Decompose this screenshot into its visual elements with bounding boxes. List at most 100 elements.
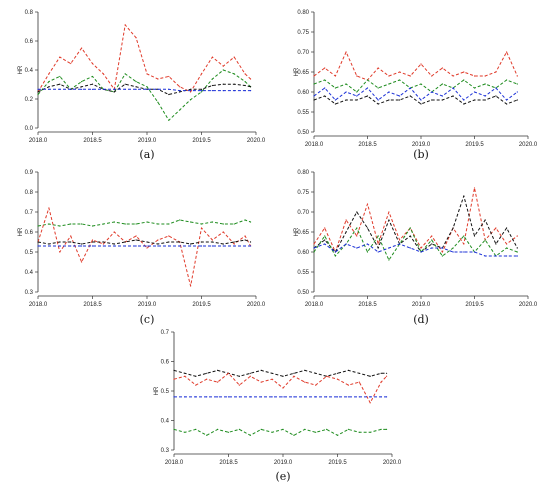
data-point <box>179 241 181 243</box>
data-point <box>313 251 315 253</box>
data-point <box>238 396 240 398</box>
data-point <box>59 83 61 85</box>
data-point <box>102 73 104 75</box>
data-point <box>146 245 148 247</box>
data-point <box>81 81 83 83</box>
data-point <box>135 245 137 247</box>
data-point <box>388 219 390 221</box>
data-point <box>190 88 192 90</box>
data-point <box>385 372 388 374</box>
data-point <box>431 239 433 241</box>
data-point <box>463 251 465 253</box>
y-tick-label: 0.3 <box>161 448 170 454</box>
data-point <box>399 239 401 241</box>
data-point <box>516 83 518 85</box>
data-point <box>484 219 486 221</box>
data-point <box>377 99 379 101</box>
data-point <box>293 375 295 377</box>
data-point <box>409 227 411 229</box>
data-point <box>345 231 347 233</box>
data-point <box>244 239 246 241</box>
data-point <box>222 243 224 245</box>
panel-caption: (c) <box>140 313 155 326</box>
data-point <box>222 83 224 85</box>
data-point <box>304 369 306 371</box>
data-point <box>260 369 262 371</box>
data-point <box>168 93 170 96</box>
data-point <box>358 372 360 374</box>
data-point <box>356 211 358 213</box>
data-point <box>473 187 476 189</box>
data-point <box>168 241 170 243</box>
y-tick-label: 0.7 <box>161 330 170 336</box>
data-point <box>441 255 443 257</box>
data-point <box>195 428 197 430</box>
data-point <box>249 375 251 377</box>
y-tick-label: 0.70 <box>297 50 309 56</box>
data-point <box>59 251 61 253</box>
data-point <box>249 372 251 374</box>
data-point <box>244 84 246 87</box>
data-point <box>388 99 390 101</box>
data-point <box>173 378 175 380</box>
data-point <box>81 245 83 247</box>
data-point <box>293 434 295 436</box>
data-point <box>249 86 252 88</box>
data-point <box>70 62 72 65</box>
data-point <box>206 396 208 398</box>
data-point <box>366 87 369 89</box>
data-point <box>431 247 433 249</box>
data-point <box>336 378 339 380</box>
data-point <box>380 396 382 398</box>
y-tick-label: 0.8 <box>25 10 34 16</box>
data-point <box>48 243 50 245</box>
data-point <box>377 243 379 245</box>
data-point <box>135 37 137 39</box>
data-point <box>238 428 240 430</box>
data-point <box>452 87 454 89</box>
series-line-black <box>313 95 518 105</box>
data-point <box>233 241 235 243</box>
data-point <box>484 75 486 77</box>
data-point <box>59 88 61 90</box>
data-point <box>420 83 422 85</box>
data-point <box>334 75 336 77</box>
data-point <box>324 243 326 245</box>
data-point <box>124 24 126 26</box>
data-point <box>184 375 186 377</box>
data-point <box>334 87 336 89</box>
data-point <box>217 381 219 383</box>
data-point <box>345 99 347 101</box>
data-point <box>380 428 382 430</box>
data-point <box>233 243 235 245</box>
y-axis-label: HR <box>18 227 24 236</box>
data-point <box>347 384 349 386</box>
data-point <box>233 245 235 247</box>
data-point <box>244 81 246 83</box>
data-point <box>157 223 159 225</box>
x-tick-label: 2020.0 <box>383 460 402 466</box>
data-point <box>495 87 497 89</box>
data-point <box>452 95 454 97</box>
y-tick-label: 0.80 <box>297 10 309 16</box>
y-tick-label: 0.5 <box>161 389 170 395</box>
data-point <box>249 245 252 247</box>
data-point <box>324 235 326 237</box>
series-line-red <box>313 51 518 81</box>
data-point <box>70 235 72 237</box>
data-point <box>506 255 508 257</box>
data-point <box>227 396 230 398</box>
data-point <box>102 245 104 247</box>
data-point <box>356 75 358 77</box>
data-point <box>315 396 317 398</box>
data-point <box>473 251 476 253</box>
data-point <box>168 235 170 237</box>
data-point <box>385 428 388 430</box>
data-point <box>356 91 358 93</box>
data-point <box>233 223 235 225</box>
y-axis-label: HR <box>154 386 160 395</box>
data-point <box>59 225 61 227</box>
data-point <box>124 223 126 225</box>
data-point <box>345 91 347 93</box>
data-point <box>48 88 50 90</box>
